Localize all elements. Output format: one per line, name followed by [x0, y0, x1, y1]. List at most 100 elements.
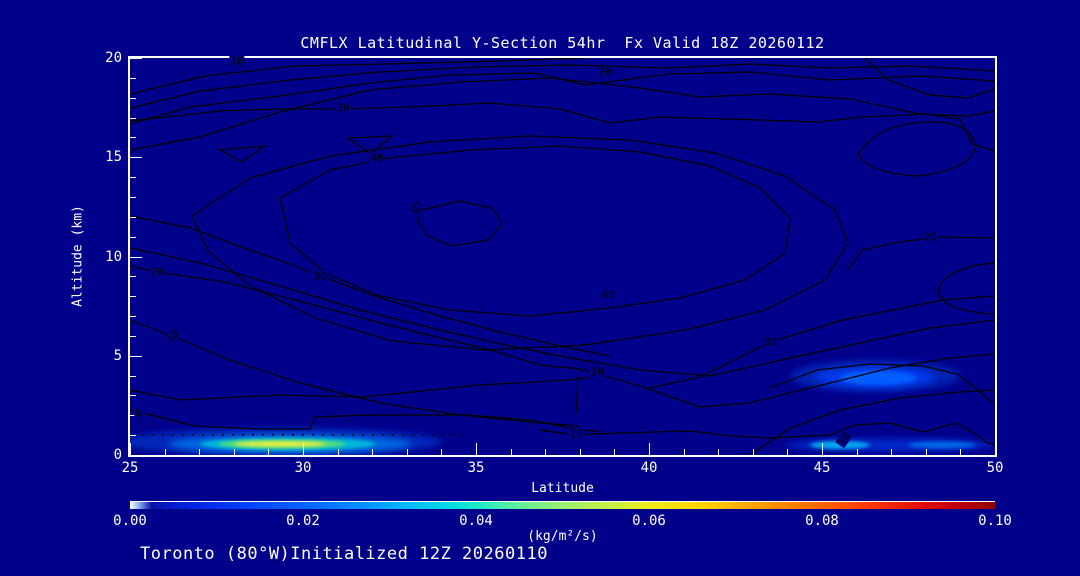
y-major-tick: [130, 157, 142, 159]
contour-line: [130, 319, 581, 427]
y-tick-label: 5: [113, 347, 122, 364]
x-minor-tick: [372, 449, 374, 455]
contour-label: 20: [149, 265, 165, 279]
contour-line: [130, 77, 995, 151]
y-minor-tick: [130, 375, 136, 377]
contour-label: 40: [600, 288, 616, 302]
x-major-tick: [476, 443, 477, 455]
y-minor-tick: [130, 335, 136, 337]
x-tick-label: 50: [986, 460, 1004, 476]
x-minor-tick: [406, 449, 408, 455]
surface-plume-southwest: [130, 428, 442, 455]
contour-line: [217, 145, 268, 163]
contour-line: [130, 375, 599, 401]
contour-line: [649, 295, 995, 389]
contour-label: 20: [597, 65, 613, 79]
contour-label: 30: [312, 269, 328, 283]
contour-label: 10: [568, 427, 584, 441]
midlevel-plume-north: [790, 360, 960, 392]
colorbar-tick-label: 0.04: [459, 513, 493, 529]
y-minor-tick: [130, 316, 136, 318]
x-minor-tick: [510, 449, 512, 455]
x-major-tick: [130, 443, 131, 455]
contour-label: 40: [369, 151, 385, 165]
contour-label: 20: [922, 230, 938, 244]
surface-plume-north: [785, 438, 995, 452]
x-minor-tick: [752, 449, 754, 455]
colorbar-units: (kg/m²/s): [527, 529, 598, 544]
x-minor-tick: [891, 449, 893, 455]
x-minor-tick: [268, 449, 270, 455]
plot-area: 10 20 30 40 45 40 20 20 30 10 30 20 10 0 10: [128, 54, 997, 457]
y-minor-tick: [130, 216, 136, 218]
x-major-tick: [303, 443, 304, 455]
x-minor-tick: [856, 449, 858, 455]
x-minor-tick: [164, 449, 166, 455]
y-minor-tick: [130, 236, 136, 238]
y-minor-tick: [130, 117, 136, 119]
x-minor-tick: [441, 449, 443, 455]
x-tick-label: 35: [467, 460, 485, 476]
x-minor-tick: [579, 449, 581, 455]
contour-label: 10: [229, 54, 245, 68]
y-minor-tick: [130, 395, 136, 397]
contour-line: [857, 121, 977, 177]
y-minor-tick: [130, 415, 136, 417]
colorbar-tick-label: 0.00: [113, 513, 147, 529]
x-major-tick: [649, 443, 650, 455]
contour-label: 20: [589, 365, 605, 379]
x-major-tick: [822, 443, 823, 455]
y-minor-tick: [130, 296, 136, 298]
contour-line: [279, 145, 791, 317]
contour-line: [130, 409, 601, 433]
x-minor-tick: [545, 449, 547, 455]
colorbar-tick-label: 0.02: [286, 513, 320, 529]
x-minor-tick: [199, 449, 201, 455]
x-major-tick: [995, 443, 996, 455]
x-minor-tick: [683, 449, 685, 455]
x-minor-tick: [614, 449, 616, 455]
x-tick-label: 25: [121, 460, 139, 476]
contour-line: [130, 247, 995, 377]
y-minor-tick: [130, 276, 136, 278]
contour-line: [191, 135, 849, 351]
y-minor-tick: [130, 177, 136, 179]
x-tick-label: 30: [294, 460, 312, 476]
x-minor-tick: [787, 449, 789, 455]
y-minor-tick: [130, 435, 136, 437]
y-tick-label: 20: [105, 50, 122, 66]
contour-line: [130, 215, 611, 357]
contour-line: [937, 262, 995, 315]
colorbar-tick-label: 0.10: [978, 513, 1012, 529]
contour-line: [130, 102, 995, 152]
contour-line: [575, 375, 579, 415]
contour-plot-canvas: [130, 58, 995, 455]
y-major-tick: [130, 58, 142, 59]
y-major-tick: [130, 455, 142, 456]
x-tick-label: 40: [640, 460, 658, 476]
contour-label: 30: [335, 101, 351, 115]
x-tick-label: 45: [813, 460, 831, 476]
x-minor-tick: [337, 449, 339, 455]
contour-line: [769, 363, 994, 404]
contour-line: [417, 200, 503, 247]
contour-line: [847, 236, 995, 271]
x-minor-tick: [718, 449, 720, 455]
y-minor-tick: [130, 77, 136, 79]
contour-lines: [130, 58, 995, 455]
chart-title: CMFLX Latitudinal Y-Section 54hr Fx Vali…: [300, 34, 825, 52]
y-tick-label: 10: [105, 248, 122, 265]
y-tick-label: 15: [105, 149, 122, 166]
contour-label: 45: [410, 200, 424, 216]
x-minor-tick: [925, 449, 927, 455]
y-major-tick: [130, 355, 142, 357]
contour-line: [130, 265, 995, 408]
colorbar-tick-label: 0.08: [805, 513, 839, 529]
y-minor-tick: [130, 97, 136, 99]
contour-label: 30: [762, 335, 778, 349]
contour-line: [130, 58, 586, 95]
contour-line: [130, 63, 995, 109]
contour-line: [346, 135, 394, 155]
x-axis-title: Latitude: [531, 481, 594, 496]
